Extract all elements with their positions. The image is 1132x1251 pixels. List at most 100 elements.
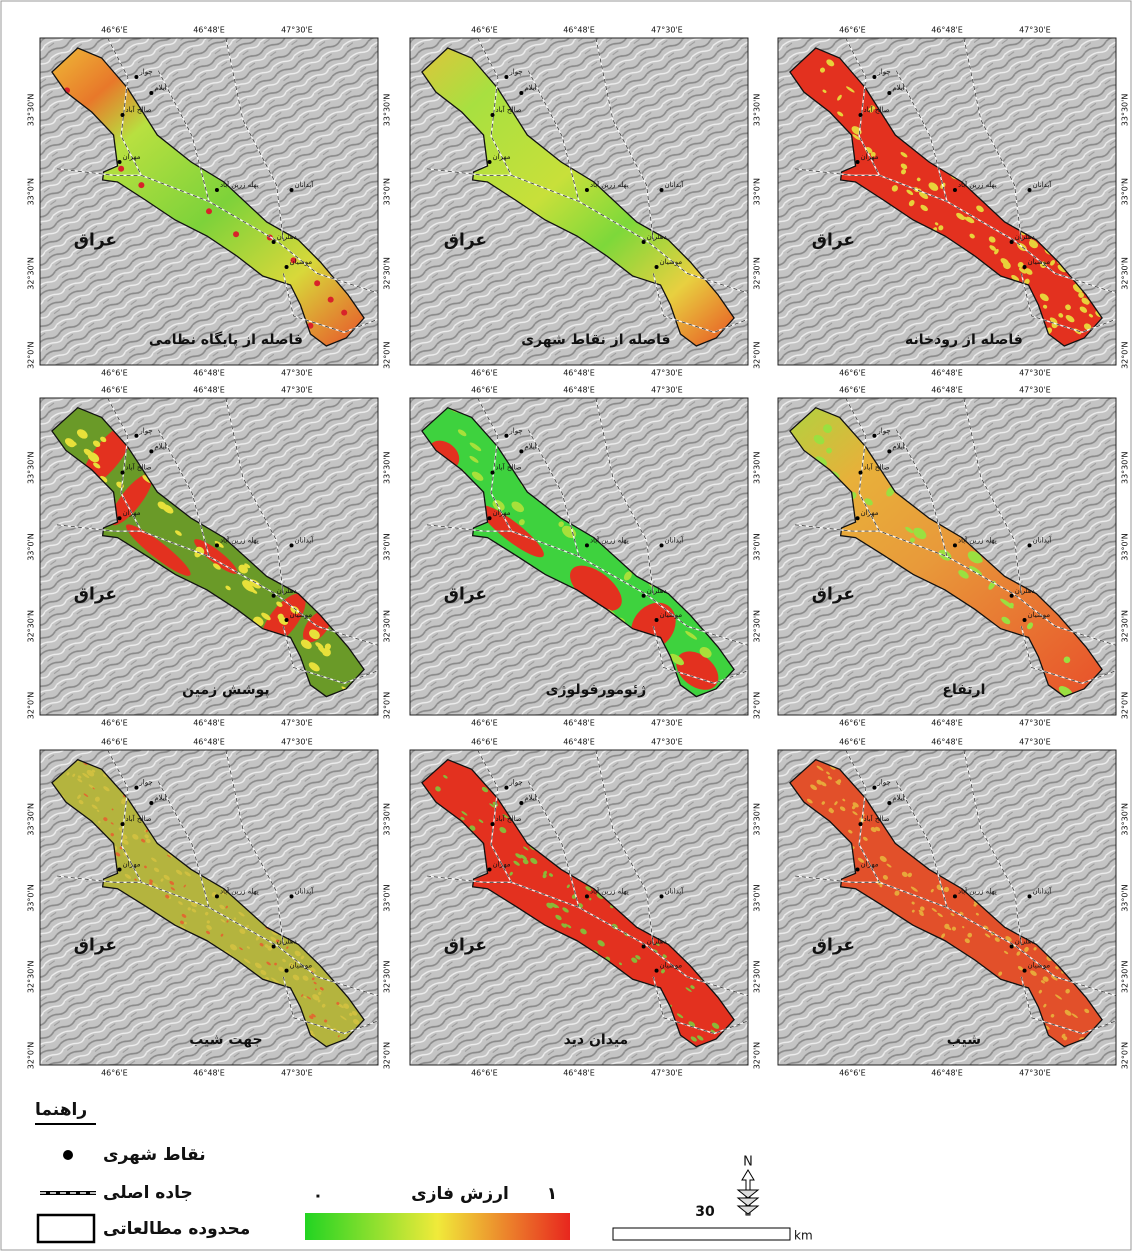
base-point bbox=[327, 296, 334, 303]
lat-tick-label: 32°0'N bbox=[383, 341, 392, 368]
texture-patch bbox=[813, 434, 825, 445]
city-point bbox=[519, 449, 524, 454]
lon-tick-label: 47°30'E bbox=[281, 26, 313, 35]
road-dash bbox=[107, 37, 379, 294]
base-point bbox=[206, 208, 212, 215]
city-point bbox=[271, 593, 276, 598]
lon-tick-label: 47°30'E bbox=[1019, 26, 1051, 35]
lon-tick-label: 47°30'E bbox=[651, 719, 683, 728]
city-label: چوار bbox=[508, 68, 522, 76]
texture-patch bbox=[879, 855, 887, 862]
panel-frame bbox=[39, 37, 379, 366]
city-point bbox=[952, 894, 957, 899]
city-label: دهلران bbox=[647, 233, 667, 241]
texture-patch bbox=[211, 891, 217, 897]
city-point bbox=[519, 91, 524, 95]
city-point bbox=[855, 160, 860, 164]
texture-patch bbox=[351, 1010, 358, 1016]
texture-patch bbox=[635, 955, 641, 960]
city-point bbox=[952, 188, 957, 192]
texture-patch bbox=[77, 794, 81, 800]
texture-patch bbox=[963, 216, 973, 224]
texture-patch bbox=[352, 1019, 360, 1025]
city-point bbox=[120, 822, 125, 827]
texture-patch bbox=[276, 939, 280, 943]
road-dash bbox=[1020, 626, 1117, 684]
texture-patch bbox=[1055, 966, 1059, 970]
lon-tick-label: 47°30'E bbox=[1019, 738, 1051, 747]
city-label: چوار bbox=[876, 427, 890, 435]
texture-patch bbox=[1043, 1003, 1047, 1008]
city-label: دهلران bbox=[647, 587, 667, 595]
texture-patch bbox=[1026, 622, 1034, 630]
texture-patch bbox=[502, 814, 509, 819]
lat-tick-label: 32°30'N bbox=[1121, 257, 1130, 290]
texture-patch bbox=[324, 643, 331, 650]
lon-tick-label: 46°6'E bbox=[471, 369, 498, 378]
texture-patch bbox=[270, 936, 277, 942]
city-label: پهله زرین آباد bbox=[220, 886, 259, 895]
texture-patch bbox=[1016, 951, 1021, 956]
city-label: صالح آباد bbox=[496, 105, 522, 114]
texture-patch bbox=[967, 932, 973, 938]
texture-patch bbox=[461, 811, 468, 816]
texture-patch bbox=[958, 569, 969, 579]
lon-tick-label: 46°48'E bbox=[193, 386, 225, 395]
texture-patch bbox=[71, 441, 77, 446]
texture-patch bbox=[1065, 314, 1075, 323]
lat-tick-label: 32°30'N bbox=[753, 257, 762, 290]
texture-patch bbox=[894, 890, 900, 896]
texture-patch bbox=[220, 918, 226, 923]
road-dash bbox=[794, 168, 880, 176]
lon-tick-label: 46°6'E bbox=[839, 386, 866, 395]
lon-tick-label: 46°48'E bbox=[563, 386, 595, 395]
lon-tick-label: 46°48'E bbox=[193, 738, 225, 747]
panel-title: ژئومورفولوژی bbox=[546, 682, 646, 698]
texture-patch bbox=[303, 995, 307, 999]
city-label: موسیان bbox=[1028, 962, 1051, 970]
texture-patch bbox=[306, 996, 311, 1000]
lat-tick-label: 33°30'N bbox=[383, 451, 392, 484]
city-point bbox=[504, 433, 509, 438]
lat-tick-label: 33°30'N bbox=[753, 451, 762, 484]
texture-patch bbox=[478, 819, 484, 823]
texture-patch bbox=[336, 1001, 340, 1005]
lon-tick-label: 46°6'E bbox=[101, 1069, 128, 1078]
road bbox=[595, 749, 655, 946]
texture-patch bbox=[239, 947, 243, 951]
texture-patch bbox=[1058, 313, 1064, 318]
texture-patch bbox=[829, 809, 834, 814]
road-dash bbox=[1020, 976, 1117, 1034]
city-point bbox=[858, 113, 863, 117]
lat-tick-label: 32°30'N bbox=[1121, 961, 1130, 994]
texture-patch bbox=[165, 894, 170, 899]
city-point bbox=[1027, 188, 1032, 192]
texture-patch bbox=[969, 565, 983, 576]
texture-patch bbox=[149, 879, 153, 883]
texture-patch bbox=[86, 769, 95, 777]
texture-patch bbox=[1083, 323, 1092, 331]
lon-tick-label: 46°48'E bbox=[563, 1069, 595, 1078]
city-point bbox=[855, 867, 860, 872]
texture-patch bbox=[690, 985, 695, 990]
city-label: موسیان bbox=[290, 611, 313, 619]
panel-frame bbox=[777, 37, 1117, 366]
texture-patch bbox=[886, 486, 895, 497]
texture-patch bbox=[964, 938, 970, 944]
base-point bbox=[307, 322, 314, 329]
city-point bbox=[487, 516, 492, 521]
city-point bbox=[284, 968, 289, 973]
texture-patch bbox=[311, 1013, 316, 1018]
texture-patch bbox=[300, 639, 312, 650]
texture-patch bbox=[214, 540, 224, 548]
lat-tick-label: 32°0'N bbox=[1121, 341, 1130, 368]
texture-patch bbox=[937, 912, 943, 918]
panel-title: جهت شیب bbox=[189, 1032, 262, 1048]
lat-tick-label: 33°0'N bbox=[1121, 178, 1130, 205]
panel-title: ارتفاع bbox=[942, 682, 985, 698]
texture-patch bbox=[1038, 989, 1042, 994]
texture-patch bbox=[96, 809, 100, 812]
texture-patch bbox=[1063, 1036, 1068, 1041]
